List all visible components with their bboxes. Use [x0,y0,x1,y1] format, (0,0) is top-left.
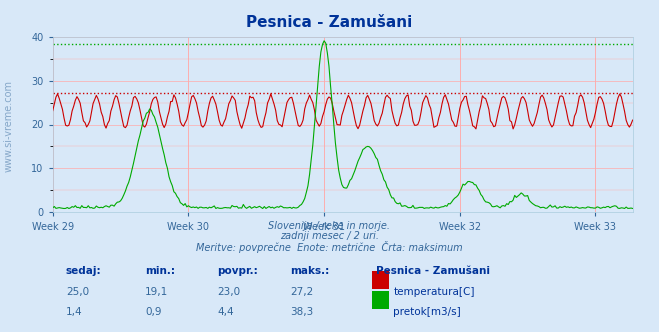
Text: maks.:: maks.: [290,266,330,276]
Text: 23,0: 23,0 [217,287,241,297]
Text: 27,2: 27,2 [290,287,313,297]
Text: 0,9: 0,9 [145,307,161,317]
Text: min.:: min.: [145,266,175,276]
Text: www.si-vreme.com: www.si-vreme.com [3,80,14,172]
Text: zadnji mesec / 2 uri.: zadnji mesec / 2 uri. [280,231,379,241]
Text: Pesnica - Zamušani: Pesnica - Zamušani [246,15,413,30]
Text: Meritve: povprečne  Enote: metrične  Črta: maksimum: Meritve: povprečne Enote: metrične Črta:… [196,241,463,253]
Text: 1,4: 1,4 [66,307,82,317]
Text: 25,0: 25,0 [66,287,89,297]
Text: povpr.:: povpr.: [217,266,258,276]
Text: 38,3: 38,3 [290,307,313,317]
Text: pretok[m3/s]: pretok[m3/s] [393,307,461,317]
Text: temperatura[C]: temperatura[C] [393,287,475,297]
Text: Pesnica - Zamušani: Pesnica - Zamušani [376,266,490,276]
Text: 19,1: 19,1 [145,287,168,297]
Text: sedaj:: sedaj: [66,266,101,276]
Text: 4,4: 4,4 [217,307,234,317]
Text: Slovenija / reke in morje.: Slovenija / reke in morje. [268,221,391,231]
